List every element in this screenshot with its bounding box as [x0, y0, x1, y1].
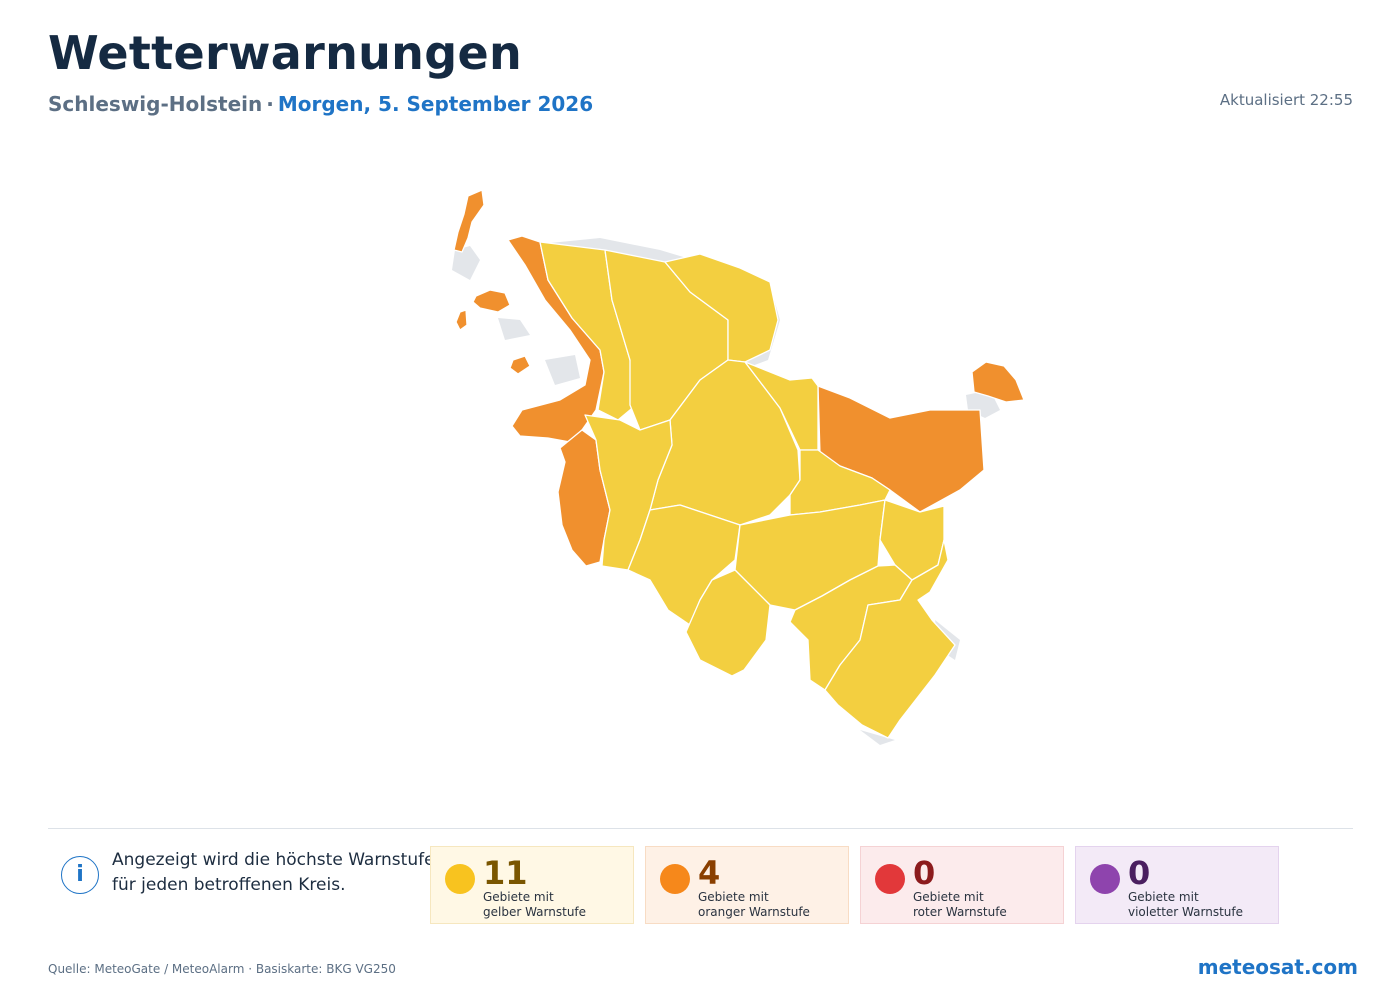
region-kiel[interactable]: [744, 361, 819, 451]
info-text: Angezeigt wird die höchste Warnstufe für…: [112, 850, 435, 895]
violet-label: Gebiete mit violetter Warnstufe: [1128, 890, 1243, 920]
yellow-count: 11: [483, 854, 528, 892]
region-fehmarn[interactable]: [971, 361, 1025, 403]
updated-time: Aktualisiert 22:55: [1219, 91, 1353, 109]
red-label-line1: Gebiete mit: [913, 890, 984, 904]
legend-card-orange: 4 Gebiete mit oranger Warnstufe: [645, 846, 849, 924]
red-label-line2: roter Warnstufe: [913, 905, 1007, 919]
orange-label-line1: Gebiete mit: [698, 890, 769, 904]
region-name: Schleswig-Holstein: [48, 92, 263, 116]
info-icon: i: [61, 856, 99, 894]
orange-dot-icon: [660, 864, 690, 894]
land-shadow-south: [860, 620, 960, 745]
subtitle-separator: ·: [266, 92, 274, 116]
violet-dot-icon: [1090, 864, 1120, 894]
legend-card-red: 0 Gebiete mit roter Warnstufe: [860, 846, 1064, 924]
warning-map: [452, 189, 1025, 745]
legend-card-violet: 0 Gebiete mit violetter Warnstufe: [1075, 846, 1279, 924]
red-count: 0: [913, 854, 936, 892]
legend-card-yellow: 11 Gebiete mit gelber Warnstufe: [430, 846, 634, 924]
region-amrum[interactable]: [455, 309, 468, 331]
region-pellworm[interactable]: [509, 355, 531, 375]
orange-count: 4: [698, 854, 721, 892]
forecast-date: Morgen, 5. September 2026: [277, 92, 594, 116]
region-sylt[interactable]: [453, 189, 485, 253]
orange-label-line2: oranger Warnstufe: [698, 905, 810, 919]
subtitle: Schleswig-Holstein · Morgen, 5. September …: [48, 92, 593, 116]
red-label: Gebiete mit roter Warnstufe: [913, 890, 1007, 920]
violet-count: 0: [1128, 854, 1151, 892]
warning-regions: [453, 189, 1025, 739]
yellow-label-line2: gelber Warnstufe: [483, 905, 587, 919]
region-herzogtum-lauenburg[interactable]: [824, 539, 956, 739]
red-dot-icon: [875, 864, 905, 894]
land-shadow-islands: [452, 246, 580, 385]
region-foehr[interactable]: [472, 289, 511, 313]
brand-link[interactable]: meteosat.com: [1197, 955, 1358, 979]
violet-label-line2: violetter Warnstufe: [1128, 905, 1243, 919]
page-title: Wetterwarnungen: [48, 26, 523, 80]
yellow-label-line1: Gebiete mit: [483, 890, 554, 904]
orange-label: Gebiete mit oranger Warnstufe: [698, 890, 810, 920]
source-credit: Quelle: MeteoGate / MeteoAlarm · Basiska…: [48, 962, 396, 976]
region-schleswig-flensburg-ost[interactable]: [664, 253, 779, 363]
violet-label-line1: Gebiete mit: [1128, 890, 1199, 904]
divider: [48, 828, 1353, 829]
yellow-label: Gebiete mit gelber Warnstufe: [483, 890, 586, 920]
region-pinneberg[interactable]: [685, 569, 771, 677]
yellow-dot-icon: [445, 864, 475, 894]
